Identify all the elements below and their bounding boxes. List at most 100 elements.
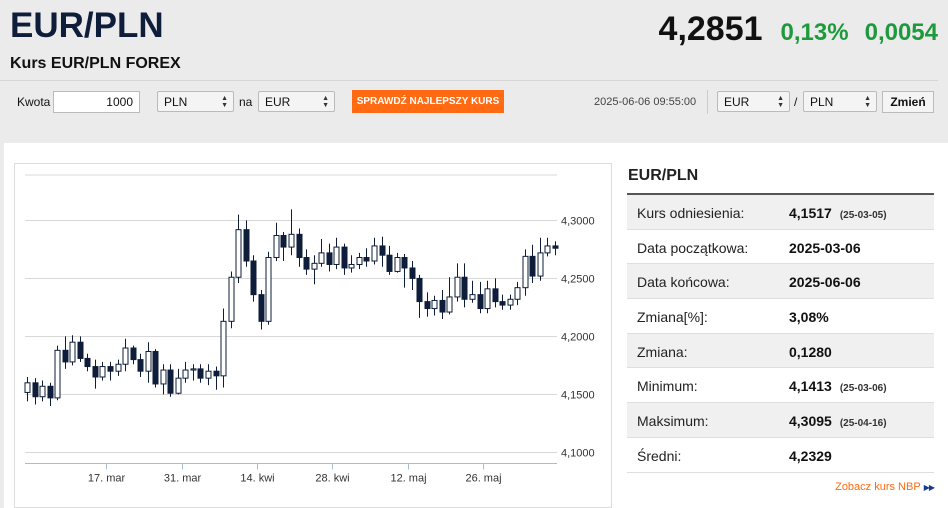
candle-body (363, 257, 370, 262)
to-currency-select[interactable]: EUR ▲ ▼ (258, 91, 335, 112)
candle-body (522, 255, 529, 289)
stats-rows: Kurs odniesienia: 4,1517 (25-03-05) Data po… (627, 195, 934, 473)
candle-body (77, 341, 84, 359)
candlestick-chart: 4,3000 4,2500 4,2000 4,1500 4,1000 17. mar 31.… (14, 163, 612, 508)
candle-body (220, 320, 227, 377)
converter-toolbar: Kwota PLN ▲▼ na EUR ▲▼ SPRAWDŹ NAJLEPSZY… (0, 81, 948, 121)
candle-body (99, 366, 106, 378)
stat-label: Średni: (637, 447, 682, 464)
stat-label: Maksimum: (637, 413, 709, 430)
page-title: EUR/PLN (10, 6, 164, 45)
candle-body (130, 347, 137, 361)
candle-body (544, 245, 551, 254)
candle-body (54, 349, 61, 399)
stat-label: Zmiana: (637, 343, 688, 360)
stat-date: (25-03-06) (839, 383, 887, 395)
stat-value-text: 0,1280 (789, 343, 832, 360)
best-rate-button[interactable]: SPRAWDŹ NAJLEPSZY KURS (352, 90, 504, 113)
double-arrow-right-icon: ▶▶ (923, 483, 935, 492)
stat-value: 0,1280 (789, 344, 832, 360)
stat-date: (25-03-05) (839, 210, 887, 221)
candle-body (371, 245, 378, 262)
candle-body (356, 257, 363, 265)
candle-body (537, 252, 544, 277)
select-arrows-icon: ▲ ▼ (322, 95, 329, 109)
candle-body (333, 246, 340, 265)
candle-body (280, 234, 287, 248)
candle-body (92, 366, 99, 378)
candle-body (303, 257, 310, 270)
candle-body (484, 288, 491, 310)
candle-body (205, 370, 212, 379)
select-arrows-icon: ▲ ▼ (221, 95, 228, 109)
quote-summary: 4,2851 0,13% 0,0054 (659, 10, 938, 49)
candle-body (175, 377, 182, 394)
stat-value-text: 4,1517 (789, 205, 832, 221)
amount-label: Kwota (17, 95, 51, 109)
x-tick-label: 17. mar (88, 473, 126, 485)
x-tick-label: 31. mar (164, 473, 202, 485)
candle-body (296, 233, 303, 259)
pair-quote-select[interactable]: PLN ▲ ▼ (803, 91, 877, 112)
candle-body (507, 298, 514, 306)
change-percent: 0,13% (780, 19, 849, 46)
stat-date: (25-04-16) (839, 418, 887, 430)
candle-body (250, 260, 257, 296)
stat-value: 4,3095 (25-04-16) (789, 413, 887, 429)
candle-body (416, 277, 423, 303)
quote-datetime: 2025-06-06 09:55:00 (594, 96, 697, 108)
candle-body (243, 229, 250, 262)
stat-value: 4,1413 (25-03-06) (789, 378, 887, 394)
candle-body (213, 370, 220, 377)
candle-body (424, 301, 431, 310)
nbp-rate-link[interactable]: Zobacz kurs NBP ▶▶ (835, 481, 935, 493)
stat-row: Średni: 4,2329 (627, 438, 934, 473)
stat-row: Zmiana: 0,1280 (627, 333, 934, 369)
stat-label: Data końcowa: (637, 274, 730, 291)
candle-body (348, 263, 355, 269)
x-tick-label: 14. kwi (240, 473, 274, 485)
candle-body (84, 357, 91, 368)
na-label: na (239, 95, 253, 109)
stat-row: Maksimum: 4,3095 (25-04-16) (627, 403, 934, 438)
stat-value-text: 4,2329 (789, 447, 832, 464)
stat-value-text: 2025-06-06 (789, 274, 861, 291)
candle-body (258, 294, 265, 322)
amount-input[interactable] (53, 91, 140, 113)
candle-body (439, 299, 446, 313)
pair-base-select[interactable]: EUR ▲ ▼ (717, 91, 790, 112)
change-pair-button[interactable]: Zmień (882, 91, 934, 113)
candle-body (514, 287, 521, 300)
stat-row: Data początkowa: 2025-03-06 (627, 230, 934, 265)
from-currency-select[interactable]: PLN ▲ ▼ (157, 91, 234, 112)
pair-base-value: EUR (724, 95, 750, 109)
stat-row: Data końcowa: 2025-06-06 (627, 264, 934, 300)
candle-body (273, 234, 280, 259)
stats-table: EUR/PLN Kurs odniesienia: 4,1517 (25-03-05… (627, 163, 934, 473)
y-tick-label: 4,3000 (561, 216, 595, 228)
candle-body (401, 257, 408, 269)
candle-body (529, 255, 536, 277)
candle-body (288, 233, 295, 248)
stat-value: 2025-03-06 (789, 240, 861, 256)
change-absolute: 0,0054 (864, 19, 938, 46)
candle-body (115, 363, 122, 372)
stat-value-text: 4,1413 (789, 378, 832, 395)
candle-body (265, 257, 272, 322)
candle-body (409, 267, 416, 279)
candle-body (228, 276, 235, 322)
quote-header: EUR/PLN Kurs EUR/PLN FOREX 4,2851 0,13% … (0, 0, 948, 80)
candle-body (446, 296, 453, 313)
stat-row: Minimum: 4,1413 (25-03-06) (627, 368, 934, 404)
x-tick-label: 12. maj (390, 473, 426, 485)
stat-label: Zmiana[%]: (637, 309, 708, 326)
candle-body (197, 368, 204, 379)
select-arrows-icon: ▲ ▼ (864, 95, 871, 109)
to-currency-value: EUR (265, 95, 291, 109)
pair-slash: / (794, 95, 798, 109)
candle-body (386, 254, 393, 272)
x-tick-label: 28. kwi (315, 473, 349, 485)
nbp-link-label: Zobacz kurs NBP (835, 481, 921, 493)
candle-body (167, 369, 174, 394)
candle-body (190, 368, 197, 371)
